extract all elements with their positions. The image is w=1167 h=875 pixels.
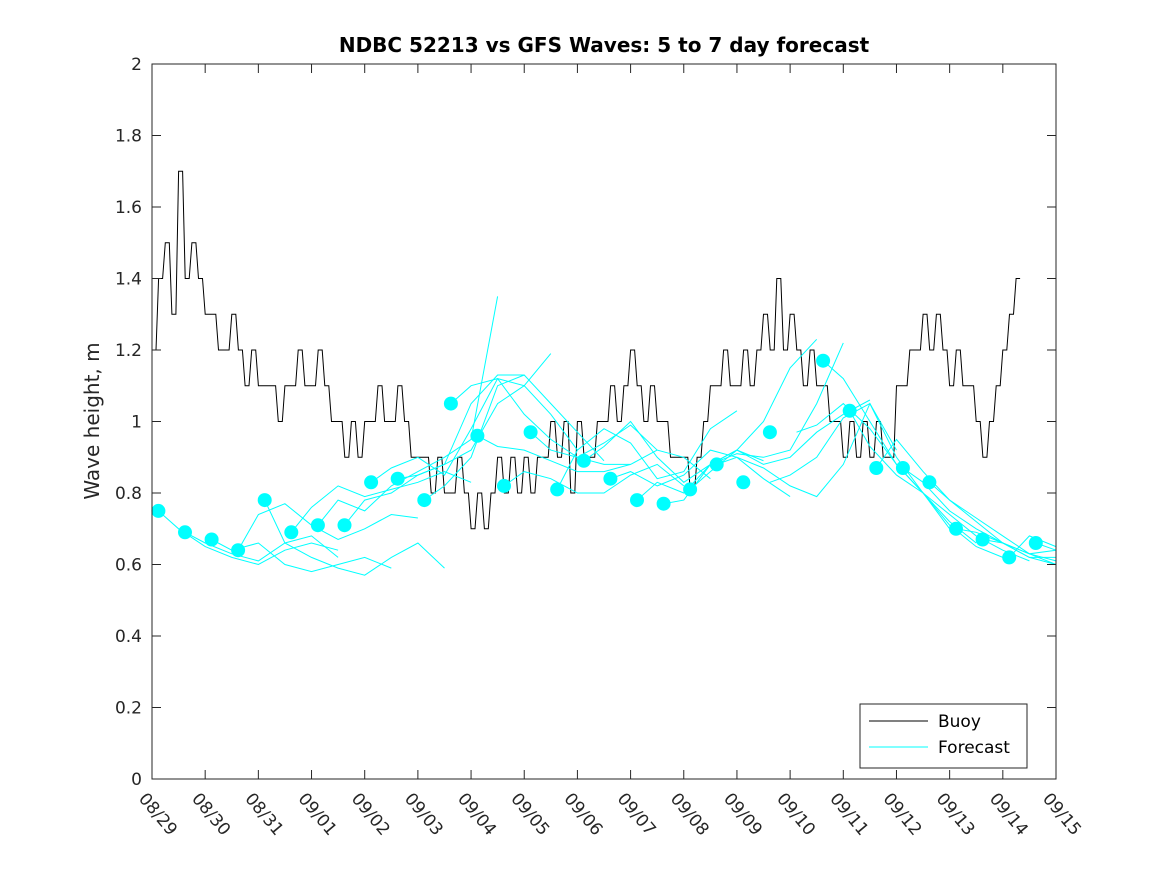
forecast-marker — [949, 521, 963, 536]
forecast-marker — [364, 475, 379, 490]
forecast-line — [370, 353, 552, 483]
forecast-marker — [1002, 550, 1017, 565]
forecast-marker — [1028, 536, 1043, 550]
forecast-marker — [736, 475, 751, 490]
forecast-marker — [869, 461, 884, 475]
x-tick-label: 09/15 — [1038, 789, 1085, 839]
forecast-marker — [842, 403, 857, 418]
forecast-line — [556, 410, 738, 490]
forecast-marker — [470, 428, 485, 443]
forecast-line — [929, 481, 1057, 562]
x-tick-label: 09/07 — [613, 789, 660, 839]
x-tick-label: 09/13 — [932, 789, 979, 839]
forecast-marker — [204, 532, 219, 547]
x-tick-label: 09/08 — [666, 789, 713, 839]
forecast-line — [397, 385, 578, 480]
y-tick-label: 0.2 — [115, 699, 142, 719]
forecast-line — [184, 531, 339, 562]
forecast-series — [158, 296, 1057, 576]
y-tick-label: 0 — [131, 770, 142, 790]
forecast-line — [822, 360, 1003, 558]
forecast-line — [503, 463, 685, 494]
forecast-marker — [231, 543, 246, 558]
y-tick-label: 1.2 — [115, 341, 142, 361]
forecast-line — [237, 503, 418, 551]
x-tick-label: 09/04 — [453, 789, 500, 839]
y-tick-label: 2 — [131, 55, 142, 75]
x-tick-label: 09/05 — [506, 789, 553, 839]
forecast-marker — [337, 518, 352, 533]
forecast-marker — [523, 425, 538, 440]
x-tick-label: 08/31 — [241, 789, 288, 839]
x-tick-label: 09/09 — [719, 789, 766, 839]
forecast-marker — [816, 353, 831, 368]
forecast-marker — [284, 525, 299, 540]
forecast-line — [849, 410, 1030, 562]
forecast-line — [796, 402, 977, 544]
x-tick-label: 08/30 — [187, 789, 234, 839]
forecast-marker — [576, 453, 591, 468]
forecast-marker — [603, 471, 618, 486]
y-tick-label: 0.4 — [115, 627, 142, 647]
x-tick-label: 09/14 — [985, 789, 1032, 839]
forecast-marker — [443, 396, 458, 411]
forecast-marker — [975, 532, 990, 547]
x-tick-label: 09/02 — [347, 789, 394, 839]
x-tick-label: 09/11 — [825, 789, 872, 839]
legend-box — [859, 703, 1028, 769]
forecast-marker — [709, 457, 724, 472]
x-tick-label: 09/03 — [400, 789, 447, 839]
forecast-line — [636, 338, 818, 501]
forecast-line — [610, 449, 791, 498]
x-tick-label: 09/06 — [560, 789, 607, 839]
forecast-marker — [151, 503, 166, 518]
forecast-line — [982, 539, 1057, 565]
forecast-marker — [390, 471, 405, 486]
forecast-marker — [683, 482, 698, 497]
x-tick-label: 09/10 — [772, 789, 819, 839]
y-tick-label: 1 — [131, 413, 142, 433]
forecast-marker — [550, 482, 565, 497]
y-tick-label: 0.8 — [115, 484, 142, 504]
forecast-marker — [630, 493, 644, 508]
y-axis-label: Wave height, m — [80, 342, 104, 499]
forecast-marker — [922, 475, 937, 490]
x-tick-label: 08/29 — [134, 789, 181, 839]
forecast-line — [290, 471, 472, 533]
legend: Buoy Forecast — [859, 703, 1028, 769]
forecast-marker — [257, 493, 272, 508]
forecast-marker — [762, 425, 777, 440]
forecast-markers — [151, 353, 1043, 565]
y-tick-label: 0.6 — [115, 556, 142, 576]
x-tick-label: 09/01 — [294, 789, 341, 839]
forecast-line — [264, 499, 445, 576]
legend-label-buoy: Buoy — [938, 712, 981, 732]
forecast-line — [1008, 535, 1057, 558]
x-tick-label: 09/12 — [879, 789, 926, 839]
forecast-line — [477, 435, 658, 473]
forecast-line — [424, 374, 605, 501]
forecast-marker — [178, 525, 192, 540]
chart-title: NDBC 52213 vs GFS Waves: 5 to 7 day fore… — [339, 33, 870, 57]
forecast-marker — [310, 518, 325, 533]
forecast-marker — [417, 493, 432, 508]
y-axis: 0 0.2 0.4 0.6 0.8 1 1.2 1.4 1.6 1.8 2 — [115, 55, 1056, 790]
forecast-marker — [895, 461, 910, 475]
y-tick-label: 1.4 — [115, 270, 142, 290]
forecast-marker — [656, 496, 671, 511]
y-tick-label: 1.8 — [115, 127, 142, 147]
y-tick-label: 1.6 — [115, 198, 142, 218]
forecast-line — [450, 378, 631, 465]
legend-label-forecast: Forecast — [938, 738, 1010, 758]
forecast-marker — [497, 478, 511, 493]
